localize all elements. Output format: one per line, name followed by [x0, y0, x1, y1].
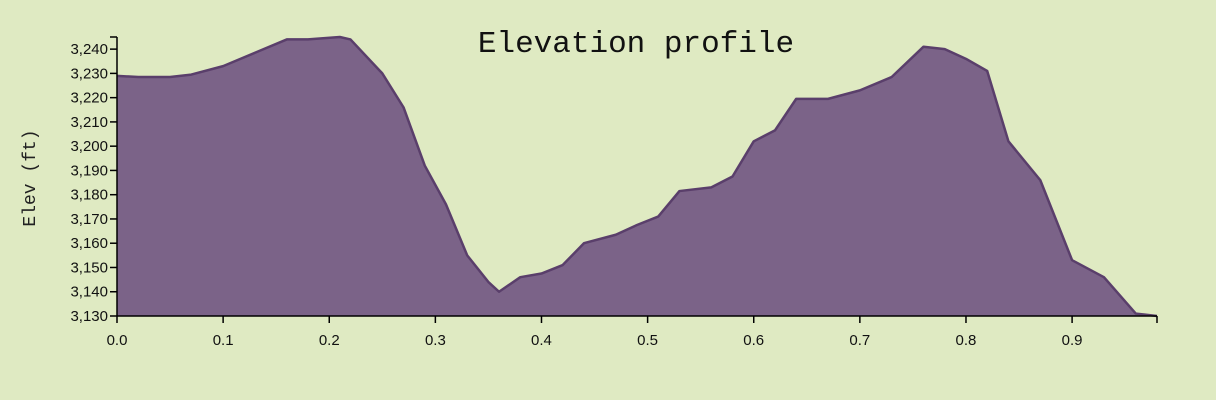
y-tick-label: 3,170	[70, 211, 108, 228]
y-tick-label: 3,210	[70, 114, 108, 131]
x-tick-label: 0.8	[956, 332, 977, 349]
y-tick-label: 3,150	[70, 259, 108, 276]
y-tick-label: 3,220	[70, 90, 108, 107]
x-tick-label: 0.9	[1062, 332, 1083, 349]
y-axis: 3,130 3,140 3,150 3,160 3,170 3,180 3,190 3,200…	[70, 36, 118, 325]
plot-area	[116, 35, 1158, 318]
y-tick-label: 3,230	[70, 65, 108, 82]
elevation-line	[116, 35, 1158, 318]
y-tick-label: 3,140	[70, 284, 108, 301]
chart-title: Elevation profile	[478, 27, 794, 62]
y-tick-label: 3,240	[70, 41, 108, 58]
x-tick-label: 0.6	[743, 332, 764, 349]
x-tick-label: 0.2	[319, 332, 340, 349]
y-tick-label: 3,160	[70, 235, 108, 252]
x-tick-label: 0.3	[425, 332, 446, 349]
y-tick-label: 3,190	[70, 162, 108, 179]
y-tick-label: 3,130	[70, 308, 108, 325]
x-tick-label: 0.1	[213, 332, 234, 349]
x-tick-label: 0.7	[849, 332, 870, 349]
y-tick-label: 3,200	[70, 138, 108, 155]
elevation-area	[117, 37, 1157, 316]
x-tick-label: 0.4	[531, 332, 552, 349]
y-axis-label: Elev (ft)	[21, 129, 41, 226]
x-axis: 0.0 0.1 0.2 0.3 0.4 0.5 0.6 0.7 0.8 0.9	[107, 315, 1158, 349]
x-tick-label: 0.0	[107, 332, 128, 349]
y-tick-label: 3,180	[70, 187, 108, 204]
x-tick-label: 0.5	[637, 332, 658, 349]
